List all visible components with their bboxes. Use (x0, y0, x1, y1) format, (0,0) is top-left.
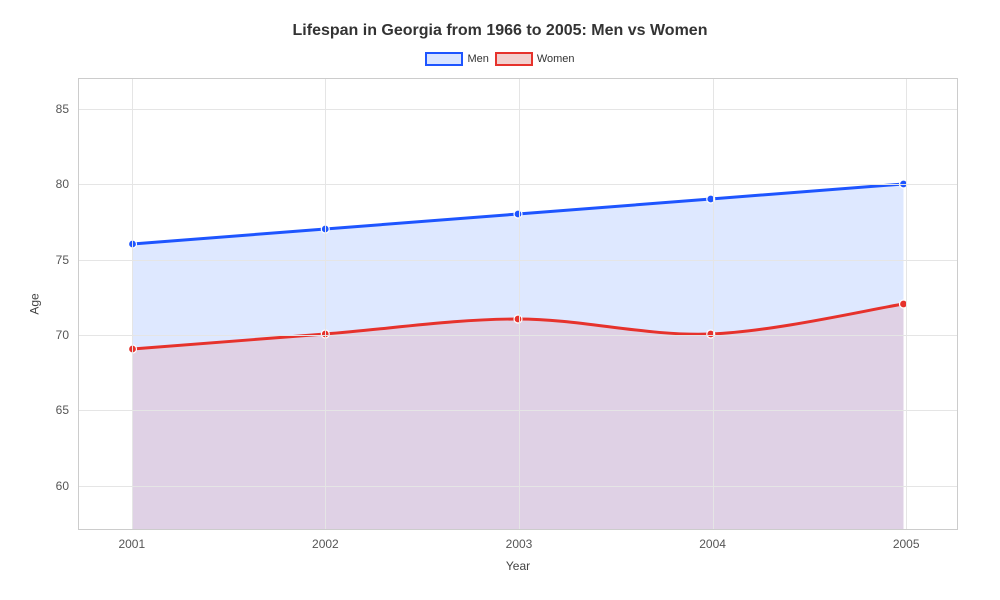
gridline-v (519, 79, 520, 529)
gridline-h (79, 260, 957, 261)
gridline-h (79, 109, 957, 110)
x-tick-label: 2003 (506, 537, 533, 551)
data-point-women[interactable] (514, 315, 522, 323)
x-tick-label: 2002 (312, 537, 339, 551)
x-tick-label: 2005 (893, 537, 920, 551)
legend-item-men[interactable]: Men (425, 52, 488, 66)
y-tick-label: 60 (56, 479, 69, 493)
legend: Men Women (0, 52, 1000, 66)
legend-label-men: Men (467, 53, 488, 65)
legend-swatch-men (425, 52, 463, 66)
chart-container: Lifespan in Georgia from 1966 to 2005: M… (0, 0, 1000, 600)
y-tick-label: 80 (56, 177, 69, 191)
data-point-men[interactable] (514, 210, 522, 218)
gridline-h (79, 184, 957, 185)
gridline-h (79, 486, 957, 487)
gridline-h (79, 335, 957, 336)
x-tick-label: 2004 (699, 537, 726, 551)
legend-item-women[interactable]: Women (495, 52, 575, 66)
legend-label-women: Women (537, 53, 575, 65)
gridline-v (906, 79, 907, 529)
plot-area: Year Age 2001200220032004200560657075808… (78, 78, 958, 530)
chart-title: Lifespan in Georgia from 1966 to 2005: M… (0, 22, 1000, 40)
chart-svg (79, 79, 957, 529)
legend-swatch-women (495, 52, 533, 66)
y-tick-label: 75 (56, 253, 69, 267)
x-axis-label: Year (506, 559, 530, 573)
gridline-v (325, 79, 326, 529)
gridline-v (713, 79, 714, 529)
y-axis-label: Age (27, 293, 41, 314)
y-tick-label: 85 (56, 102, 69, 116)
gridline-v (132, 79, 133, 529)
x-tick-label: 2001 (118, 537, 145, 551)
y-tick-label: 70 (56, 328, 69, 342)
y-tick-label: 65 (56, 403, 69, 417)
gridline-h (79, 410, 957, 411)
